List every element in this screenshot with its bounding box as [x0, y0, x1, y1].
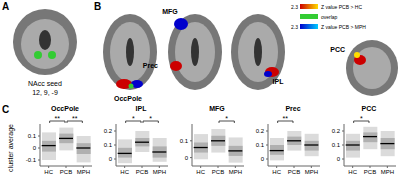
svg-text:**: **	[72, 115, 78, 122]
svg-text:MPH: MPH	[305, 169, 318, 175]
svg-text:PCB: PCB	[136, 169, 148, 175]
svg-text:**: **	[283, 115, 289, 122]
svg-text:NAcc seed: NAcc seed	[28, 80, 62, 87]
svg-text:MPH: MPH	[381, 169, 392, 175]
svg-text:Z value PCB > HC: Z value PCB > HC	[321, 4, 362, 10]
svg-text:*: *	[225, 115, 228, 122]
svg-text:0: 0	[185, 155, 189, 161]
svg-text:0.1: 0.1	[256, 142, 265, 148]
svg-text:12, 9, -9: 12, 9, -9	[32, 89, 58, 96]
svg-text:0.2: 0.2	[256, 128, 265, 134]
svg-text:PCB: PCB	[60, 169, 72, 175]
svg-text:0.1: 0.1	[332, 142, 341, 148]
svg-text:0.1: 0.1	[180, 138, 189, 144]
svg-text:0.2: 0.2	[104, 128, 113, 134]
html-text:Prec: Prec	[285, 105, 301, 112]
svg-text:HC: HC	[272, 169, 281, 175]
svg-text:0: 0	[337, 156, 341, 162]
svg-text:OccPole: OccPole	[114, 95, 142, 102]
svg-text:Z value PCB > MPH: Z value PCB > MPH	[321, 24, 366, 30]
svg-text:HC: HC	[120, 169, 129, 175]
svg-text:PCB: PCB	[212, 169, 224, 175]
svg-text:Prec: Prec	[143, 62, 158, 69]
svg-text:**: **	[55, 115, 61, 122]
svg-text:2.3: 2.3	[291, 24, 298, 30]
svg-text:0.1: 0.1	[104, 142, 113, 148]
svg-text:*: *	[132, 115, 135, 122]
svg-text:PCB: PCB	[364, 169, 376, 175]
svg-text:overlap: overlap	[321, 14, 338, 20]
svg-text:PCB: PCB	[288, 169, 300, 175]
html-text:IPL: IPL	[135, 105, 147, 112]
svg-text:B: B	[94, 1, 101, 12]
svg-text:IPL: IPL	[273, 78, 285, 85]
svg-text:A: A	[8, 1, 9, 12]
svg-text:MPH: MPH	[229, 169, 242, 175]
svg-text:HC: HC	[348, 169, 357, 175]
svg-text:2.3: 2.3	[291, 4, 298, 10]
svg-text:0: 0	[33, 145, 37, 151]
svg-text:0.1: 0.1	[28, 133, 37, 139]
svg-text:MFG: MFG	[162, 8, 178, 15]
svg-text:0: 0	[261, 156, 265, 162]
html-text:PCC: PCC	[361, 105, 377, 112]
svg-text:MPH: MPH	[153, 169, 166, 175]
html-text:OccPole: OccPole	[51, 105, 79, 112]
html-text:C: C	[2, 104, 10, 115]
html-text:cluster average: cluster average	[6, 124, 14, 172]
html-text:MFG: MFG	[209, 105, 225, 112]
svg-text:MPH: MPH	[77, 169, 90, 175]
svg-text:PCC: PCC	[330, 46, 345, 53]
svg-text:0: 0	[109, 156, 113, 162]
svg-text:0.2: 0.2	[332, 128, 341, 134]
svg-text:*: *	[360, 115, 363, 122]
svg-text:HC: HC	[44, 169, 53, 175]
svg-text:*: *	[149, 115, 152, 122]
svg-text:HC: HC	[196, 169, 205, 175]
svg-text:-0.1: -0.1	[26, 157, 37, 163]
